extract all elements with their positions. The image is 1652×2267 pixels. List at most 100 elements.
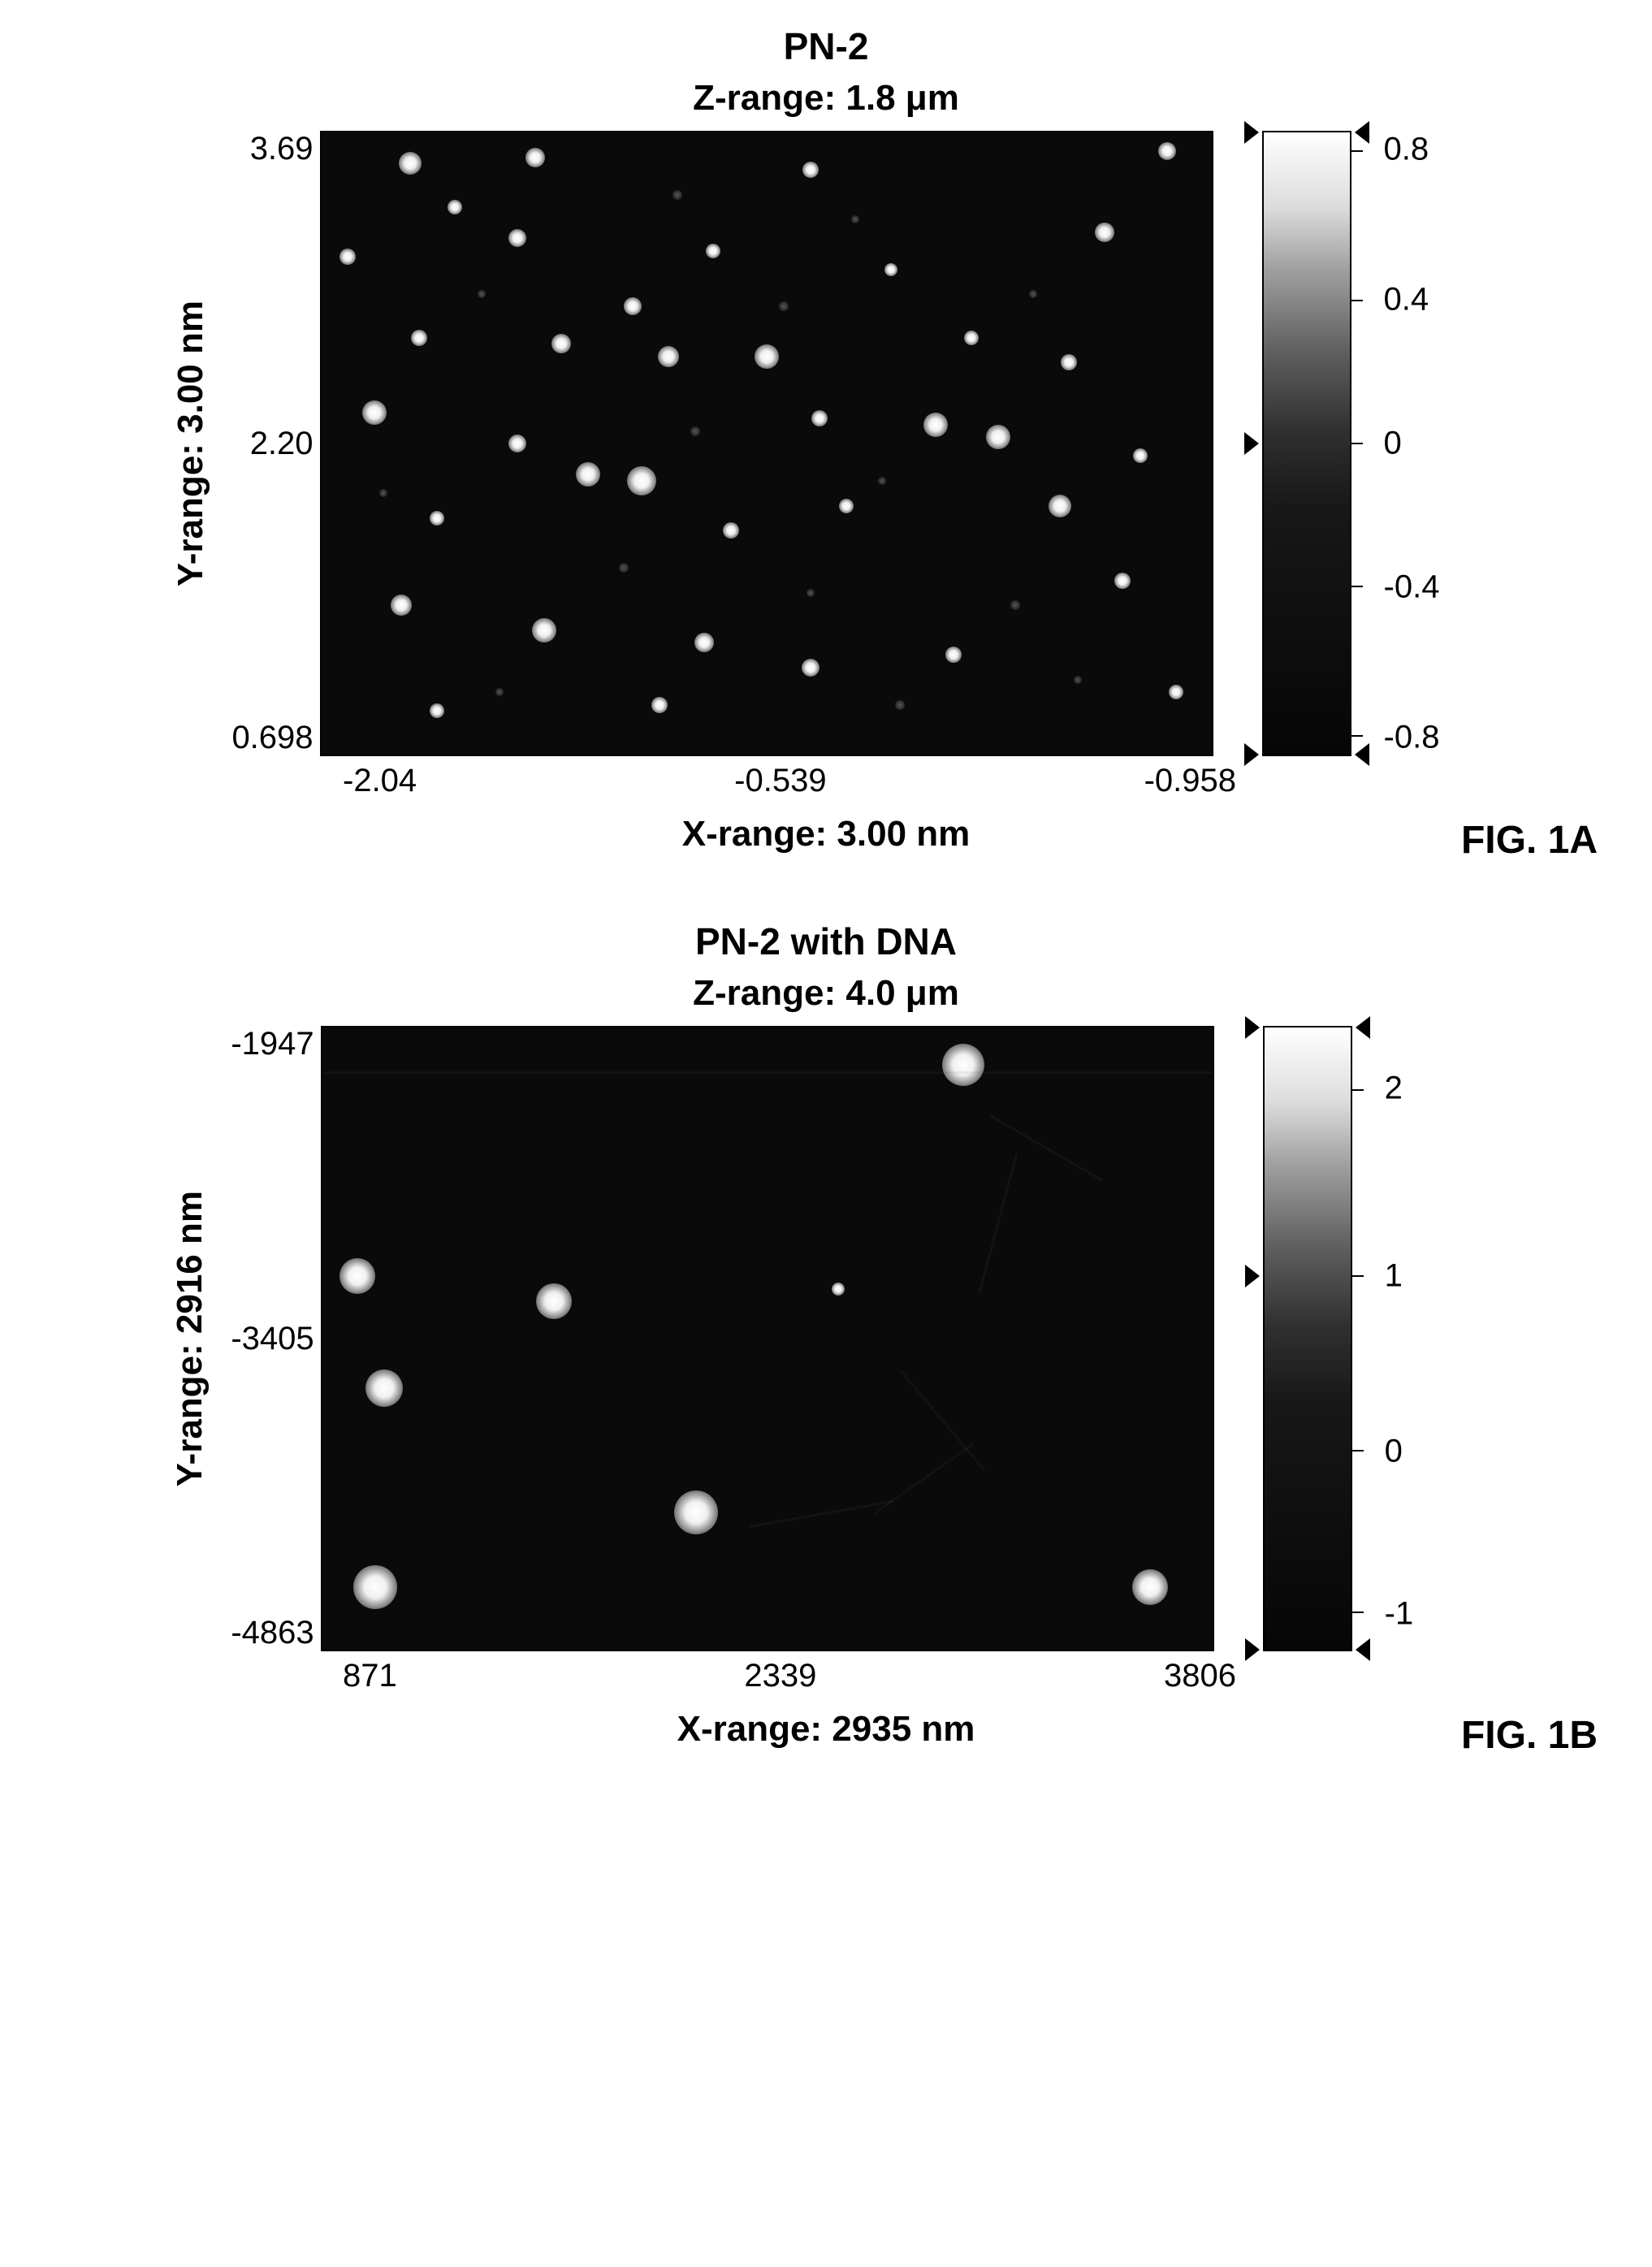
dna-strand xyxy=(977,1153,1017,1295)
cb-arrow-icon xyxy=(1244,743,1259,766)
heatmap-spot xyxy=(525,148,545,167)
heatmap-spot xyxy=(1049,495,1071,517)
panel-a-x-ticks: -2.04-0.539-0.958 xyxy=(343,763,1236,799)
heatmap-faint-spot xyxy=(1029,290,1037,298)
colorbar-tick-value: -1 xyxy=(1385,1595,1414,1632)
colorbar-tick-value: -0.4 xyxy=(1384,569,1440,606)
panel-b-zrange: Z-range: 4.0 μm xyxy=(54,973,1598,1014)
colorbar-tick-value: 0 xyxy=(1384,426,1402,462)
heatmap-spot xyxy=(1132,1569,1168,1605)
heatmap-spot xyxy=(923,413,948,437)
heatmap-spot xyxy=(353,1565,397,1609)
heatmap-faint-spot xyxy=(478,290,486,298)
heatmap-spot xyxy=(986,425,1010,449)
cb-arrow-icon xyxy=(1245,1265,1260,1287)
heatmap-faint-spot xyxy=(878,477,886,485)
panel-b-y-ticks: -1947-3405-4863 xyxy=(231,1026,314,1651)
heatmap-spot xyxy=(651,697,668,713)
heatmap-spot xyxy=(942,1044,984,1086)
x-tick-value: 2339 xyxy=(744,1658,816,1694)
panel-a-y-ticks: 3.692.200.698 xyxy=(231,131,313,756)
dna-strand xyxy=(322,1071,1214,1074)
x-tick-value: 871 xyxy=(343,1658,397,1694)
heatmap-spot xyxy=(430,703,444,718)
heatmap-spot xyxy=(448,200,462,214)
heatmap-spot xyxy=(1095,223,1114,242)
panel-b-title: PN-2 with DNA xyxy=(54,919,1598,963)
colorbar-tick-value: 1 xyxy=(1385,1258,1403,1295)
cb-arrow-icon xyxy=(1244,432,1259,455)
cb-arrow-icon xyxy=(1355,121,1369,144)
heatmap-spot xyxy=(624,297,642,315)
colorbar-tick-mark xyxy=(1351,300,1363,301)
heatmap-faint-spot xyxy=(619,563,629,573)
panel-a-y-label: Y-range: 3.00 nm xyxy=(171,301,211,586)
heatmap-faint-spot xyxy=(807,589,815,597)
heatmap-spot xyxy=(1061,354,1077,370)
panel-a-plot-row: Y-range: 3.00 nm 3.692.200.698 0.8 0.4 0 -0… xyxy=(54,131,1598,756)
heatmap-spot xyxy=(1158,142,1176,160)
heatmap-faint-spot xyxy=(1074,676,1082,684)
panel-a-zrange: Z-range: 1.8 μm xyxy=(54,78,1598,119)
panel-a-caption: FIG. 1A xyxy=(1461,818,1598,863)
panel-a-x-label: X-range: 3.00 nm xyxy=(54,814,1598,854)
heatmap-faint-spot xyxy=(851,215,859,223)
cb-arrow-icon xyxy=(1355,743,1369,766)
heatmap-spot xyxy=(658,346,679,367)
colorbar-tick-mark xyxy=(1352,1089,1364,1091)
heatmap-spot xyxy=(884,263,897,276)
heatmap-spot xyxy=(362,400,387,425)
dna-strand xyxy=(873,1443,975,1515)
colorbar-tick-value: 0.4 xyxy=(1384,281,1429,318)
figure-container: PN-2 Z-range: 1.8 μm Y-range: 3.00 nm 3.… xyxy=(16,24,1636,1750)
heatmap-spot xyxy=(532,618,556,642)
heatmap-faint-spot xyxy=(495,688,504,696)
panel-b-colorbar-wrap: 210-1 xyxy=(1263,1026,1482,1651)
heatmap-spot xyxy=(627,466,656,495)
heatmap-spot xyxy=(339,1258,375,1294)
heatmap-spot xyxy=(694,633,714,652)
heatmap-spot xyxy=(839,499,854,513)
cb-arrow-icon xyxy=(1245,1016,1260,1039)
dna-strand xyxy=(749,1500,893,1528)
colorbar-tick-value: 2 xyxy=(1385,1071,1403,1107)
heatmap-spot xyxy=(674,1490,718,1534)
heatmap-spot xyxy=(536,1283,572,1319)
cb-arrow-icon xyxy=(1244,121,1259,144)
y-tick-value: 0.698 xyxy=(231,720,313,756)
heatmap-spot xyxy=(576,462,600,487)
heatmap-faint-spot xyxy=(690,426,700,436)
heatmap-spot xyxy=(508,435,526,452)
panel-b-caption: FIG. 1B xyxy=(1461,1713,1598,1758)
colorbar-tick-mark xyxy=(1351,150,1363,152)
heatmap-spot xyxy=(964,331,979,345)
panel-b-x-ticks: 87123393806 xyxy=(343,1658,1236,1694)
heatmap-faint-spot xyxy=(895,700,905,710)
panel-a: PN-2 Z-range: 1.8 μm Y-range: 3.00 nm 3.… xyxy=(54,24,1598,854)
heatmap-faint-spot xyxy=(779,301,789,311)
heatmap-spot xyxy=(1169,685,1183,699)
panel-a-heatmap xyxy=(320,131,1213,756)
cb-arrow-icon xyxy=(1245,1638,1260,1661)
y-tick-value: -1947 xyxy=(231,1026,314,1062)
panel-b-y-label: Y-range: 2916 nm xyxy=(170,1191,210,1486)
panel-a-heatmap-wrap xyxy=(320,131,1213,756)
colorbar-tick-mark xyxy=(1352,1450,1364,1451)
panel-b-plot-row: Y-range: 2916 nm -1947-3405-4863 210-1 xyxy=(54,1026,1598,1651)
panel-b-heatmap xyxy=(321,1026,1214,1651)
panel-a-cb-ticks: 0.80.40-0.4-0.8 xyxy=(1384,131,1481,756)
panel-b-colorbar xyxy=(1263,1026,1352,1651)
panel-b-heatmap-wrap xyxy=(321,1026,1214,1651)
heatmap-spot xyxy=(832,1283,845,1296)
heatmap-spot xyxy=(723,522,739,539)
heatmap-spot xyxy=(945,647,962,663)
panel-b-cb-ticks: 210-1 xyxy=(1385,1026,1482,1651)
panel-b-bottom: X-range: 2935 nm FIG. 1B xyxy=(54,1709,1598,1750)
panel-a-bottom: X-range: 3.00 nm FIG. 1A xyxy=(54,814,1598,854)
colorbar-tick-mark xyxy=(1352,1612,1364,1613)
heatmap-spot xyxy=(755,344,779,369)
panel-a-colorbar xyxy=(1262,131,1351,756)
colorbar-tick-value: 0.8 xyxy=(1384,132,1429,168)
panel-a-title: PN-2 xyxy=(54,24,1598,68)
heatmap-spot xyxy=(508,229,526,247)
